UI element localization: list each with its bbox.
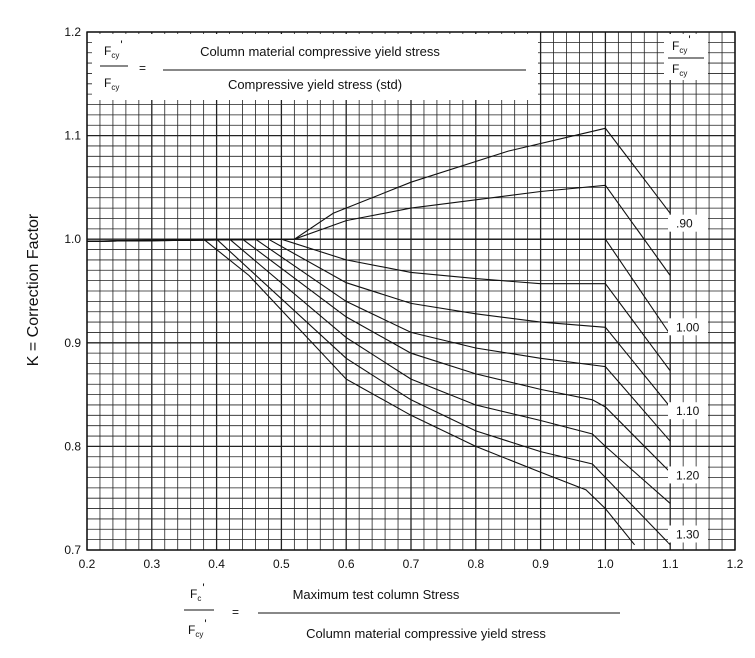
top-lhs-den: Fcy	[104, 76, 119, 92]
series-line-7	[86, 238, 671, 473]
curve-label-2: 1.00	[676, 320, 700, 334]
x-tick-label: 0.2	[79, 557, 96, 571]
curve-header-num: Fcy'	[672, 33, 691, 55]
curve-label-bg	[668, 402, 708, 420]
x-tick-label: 0.5	[273, 557, 290, 571]
top-denominator: Compressive yield stress (std)	[228, 77, 402, 92]
x-tick-label: 0.6	[338, 557, 355, 571]
bottom-lhs-den: Fcy'	[188, 617, 207, 639]
series-line-3	[86, 238, 671, 335]
series-line-6	[86, 238, 671, 442]
y-axis-label: K = Correction Factor	[25, 213, 42, 366]
curve-label-4: 1.20	[676, 468, 700, 482]
series-line-9	[86, 238, 671, 546]
x-tick-label: 0.9	[532, 557, 549, 571]
curves	[86, 127, 671, 546]
curve-header-den: Fcy	[672, 62, 687, 78]
x-tick-label: 0.3	[143, 557, 160, 571]
curve-label-5: 1.30	[676, 527, 700, 541]
curve-label-bg	[668, 466, 708, 484]
bottom-numerator: Maximum test column Stress	[293, 587, 460, 602]
bottom-denominator: Column material compressive yield stress	[306, 626, 546, 641]
y-tick-label: 1.1	[64, 129, 81, 143]
series-line-1	[86, 127, 671, 242]
x-tick-label: 0.8	[467, 557, 484, 571]
series-line-10	[86, 238, 636, 546]
y-tick-label: 0.7	[64, 543, 81, 557]
bottom-lhs-num: Fc'	[190, 581, 205, 603]
curve-label-bg	[668, 318, 708, 336]
x-tick-label: 0.7	[403, 557, 420, 571]
curve-label-3: 1.10	[676, 404, 700, 418]
y-tick-label: 0.9	[64, 336, 81, 350]
curve-label-bg	[668, 214, 708, 232]
series-line-4	[86, 238, 671, 372]
top-lhs-num: Fcy'	[104, 38, 123, 60]
curve-label-bg	[668, 525, 708, 543]
series-line-8	[86, 238, 671, 504]
x-tick-label: 1.0	[597, 557, 614, 571]
grid	[86, 31, 736, 551]
curve-label-1: .90	[676, 217, 693, 231]
axis-ticks: 0.2 0.3 0.4 0.5 0.6 0.7 0.8 0.9 1.0 1.1 1.2 0.7 0.8 0…	[64, 25, 743, 571]
x-tick-label: 1.2	[727, 557, 744, 571]
top-equals: =	[139, 61, 146, 75]
plot-frame	[86, 31, 736, 551]
y-tick-label: 1.2	[64, 25, 81, 39]
x-tick-label: 0.4	[208, 557, 225, 571]
series-line-2	[86, 184, 671, 276]
y-tick-label: 1.0	[64, 232, 81, 246]
bottom-formula: Fc' Fcy' = Maximum test column Stress Co…	[184, 581, 620, 641]
curve-labels: .90 1.00 1.10 1.20 1.30	[668, 214, 708, 543]
top-formula-box: Fcy' Fcy = Column material compressive y…	[92, 34, 538, 100]
bottom-equals: =	[232, 605, 239, 619]
series-line-5	[86, 238, 671, 408]
top-numerator: Column material compressive yield stress	[200, 44, 440, 59]
curve-header-box: Fcy' Fcy	[664, 33, 708, 80]
x-tick-label: 1.1	[662, 557, 679, 571]
y-tick-label: 0.8	[64, 439, 81, 453]
